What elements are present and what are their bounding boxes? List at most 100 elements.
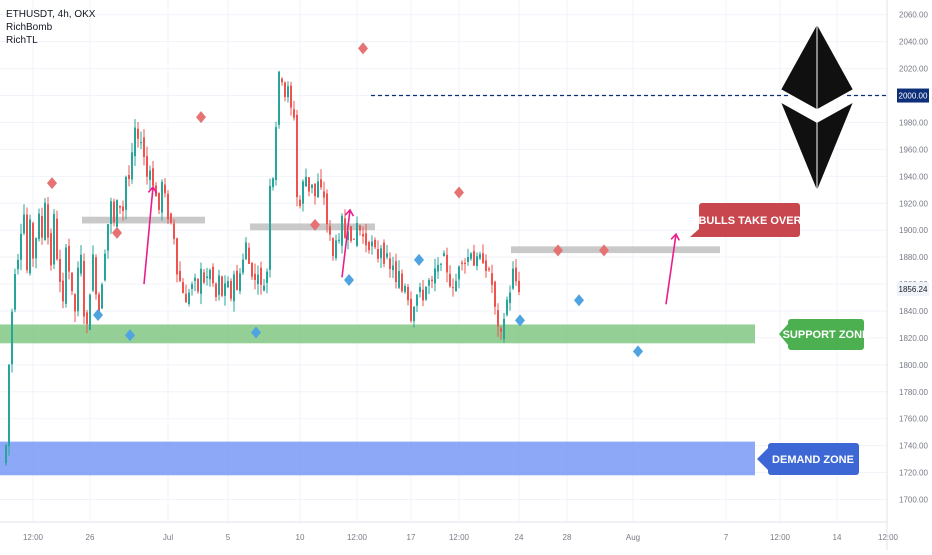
level-2000-label: 2000.00 <box>899 92 928 101</box>
candle-body <box>206 276 208 278</box>
candle-body <box>17 259 19 270</box>
bullish-arrow-head <box>147 185 158 194</box>
candle-body <box>281 78 283 83</box>
candle-body <box>20 233 22 260</box>
candle-body <box>347 231 349 240</box>
candle-body <box>176 238 178 275</box>
candle-body <box>350 226 352 241</box>
price-tick-label: 1720.00 <box>899 469 928 478</box>
candle-body <box>251 262 253 277</box>
candle-body <box>437 264 439 272</box>
candle-body <box>488 268 490 270</box>
candle-body <box>263 285 265 291</box>
candle-body <box>368 242 370 251</box>
candle-body <box>77 267 79 312</box>
price-tick-label: 1700.00 <box>899 496 928 505</box>
support-zone-band <box>0 324 755 344</box>
bulls-take-over-callout: BULLS TAKE OVER <box>690 203 802 237</box>
sell-signal-diamond <box>47 177 57 190</box>
candle-body <box>362 234 364 237</box>
candle-body <box>50 233 52 266</box>
price-tick-label: 1960.00 <box>899 145 928 154</box>
price-tick-label: 1820.00 <box>899 334 928 343</box>
buy-signal-diamond <box>344 274 354 287</box>
candle-body <box>47 204 49 238</box>
candle-body <box>377 248 379 259</box>
candle-body <box>143 137 145 158</box>
candle-body <box>497 310 499 327</box>
candle-body <box>188 292 190 304</box>
candle-body <box>467 257 469 263</box>
candle-body <box>473 251 475 266</box>
support-callout-pointer <box>779 324 788 345</box>
candle-body <box>104 253 106 281</box>
time-tick-label: 14 <box>833 533 842 542</box>
candle-body <box>269 185 271 270</box>
sell-signal-diamond <box>553 244 563 257</box>
candle-body <box>179 270 181 281</box>
time-tick-label: 12:00 <box>770 533 791 542</box>
zone-layer <box>0 94 887 476</box>
candle-body <box>332 238 334 257</box>
candle-body <box>482 253 484 264</box>
indicator-richbomb: RichBomb <box>6 22 53 33</box>
indicator-richtl: RichTL <box>6 35 38 46</box>
candle-body <box>26 214 28 271</box>
candle-body <box>59 258 61 282</box>
candle-body <box>170 213 172 223</box>
ethereum-logo <box>780 25 854 190</box>
candle-body <box>248 247 250 264</box>
candle-body <box>203 272 205 283</box>
support-zone-callout: SUPPORT ZONE <box>779 319 869 350</box>
candle-body <box>230 280 232 299</box>
time-tick-label: 28 <box>563 533 572 542</box>
candle-body <box>404 286 406 292</box>
candle-body <box>302 181 304 204</box>
candle-body <box>215 283 217 297</box>
arrow-layer <box>143 185 680 305</box>
price-tick-label: 1920.00 <box>899 199 928 208</box>
candle-body <box>440 263 442 265</box>
time-tick-label: Jul <box>163 533 173 542</box>
signal-layer <box>47 42 643 358</box>
candle-body <box>125 176 127 210</box>
demand-callout-box <box>768 443 859 475</box>
candle-body <box>11 311 13 365</box>
candle-body <box>416 294 418 306</box>
sell-signal-diamond <box>358 42 368 55</box>
candle-body <box>92 254 94 291</box>
time-tick-label: 26 <box>86 533 95 542</box>
candle-body <box>452 287 454 289</box>
candle-body <box>80 254 82 274</box>
level-2000-badge <box>897 88 929 103</box>
candle-body <box>107 224 109 251</box>
candle-body <box>512 268 514 289</box>
demand-callout-pointer <box>757 448 768 470</box>
candle-body <box>431 279 433 282</box>
candle-body <box>83 260 85 317</box>
eth-logo-top-right <box>817 25 853 110</box>
support-callout-box <box>788 319 864 350</box>
price-tick-label: 1940.00 <box>899 172 928 181</box>
candle-body <box>35 238 37 259</box>
sell-signal-diamond <box>310 218 320 231</box>
candle-body <box>374 239 376 248</box>
last-price-badge <box>897 282 929 297</box>
chart-legend: ETHUSDT, 4h, OKX RichBomb RichTL <box>6 8 95 47</box>
candle-body <box>479 254 481 259</box>
price-tick-label: 1800.00 <box>899 361 928 370</box>
last-price-label: 1856.24 <box>899 285 928 294</box>
bullish-arrow-shaft <box>341 209 351 278</box>
price-tick-label: 1840.00 <box>899 307 928 316</box>
candle-body <box>14 274 16 310</box>
candle-body <box>464 262 466 265</box>
candle-body <box>458 266 460 280</box>
price-tick-label: 1980.00 <box>899 118 928 127</box>
candle-body <box>71 272 73 292</box>
resistance-box <box>82 216 205 224</box>
candle-body <box>287 86 289 98</box>
candle-body <box>491 273 493 285</box>
